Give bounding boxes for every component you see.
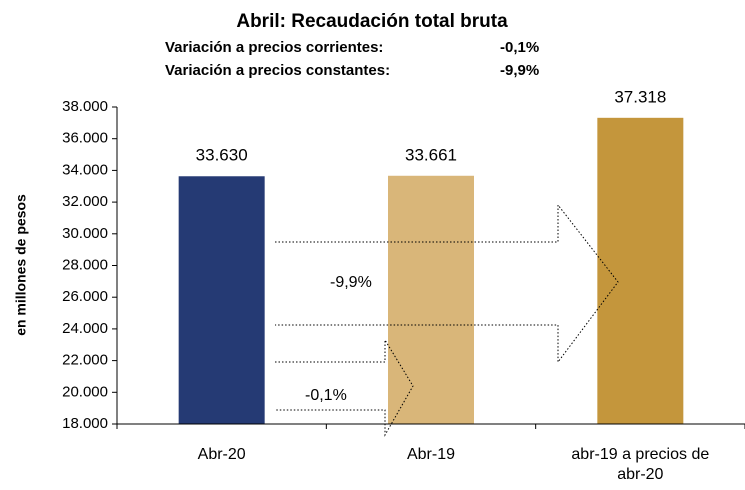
y-tick-label: 28.000 — [62, 256, 108, 273]
subtitle-label: Variación a precios constantes: — [165, 62, 390, 79]
y-tick-label: 34.000 — [62, 161, 108, 178]
x-tick-label: Abr-19 — [406, 446, 456, 463]
y-tick-label: 24.000 — [62, 320, 108, 337]
y-tick-label: 22.000 — [62, 352, 108, 369]
subtitle-label: Variación a precios corrientes: — [165, 39, 383, 56]
y-tick-label: 36.000 — [62, 130, 108, 147]
y-tick-label: 30.000 — [62, 225, 108, 242]
subtitle-value: -0,1% — [500, 39, 539, 56]
bar — [597, 117, 684, 425]
chart-title: Abril: Recaudación total bruta — [236, 11, 508, 32]
value-label: 33.630 — [196, 146, 248, 165]
bar — [178, 176, 265, 424]
bars — [178, 117, 684, 425]
y-axis-label: en millones de pesos — [13, 194, 29, 336]
subtitle-value: -9,9% — [500, 62, 539, 79]
arrow-large — [275, 203, 619, 364]
y-tick-label: 38.000 — [62, 98, 108, 115]
arrows — [275, 203, 619, 437]
value-label: 33.661 — [405, 145, 457, 164]
value-label: 37.318 — [614, 87, 666, 106]
annotation: -0,1% — [305, 387, 347, 404]
annotation: -9,9% — [330, 274, 372, 291]
y-tick-label: 26.000 — [62, 288, 108, 305]
arrow-small — [275, 338, 414, 437]
x-tick-label: abr-19 a precios de abr-20 — [571, 446, 710, 483]
y-tick-label: 18.000 — [62, 415, 108, 432]
x-tick-label: Abr-20 — [197, 446, 246, 463]
bar — [388, 175, 474, 424]
y-tick-label: 20.000 — [62, 383, 108, 400]
y-tick-label: 32.000 — [62, 193, 108, 210]
